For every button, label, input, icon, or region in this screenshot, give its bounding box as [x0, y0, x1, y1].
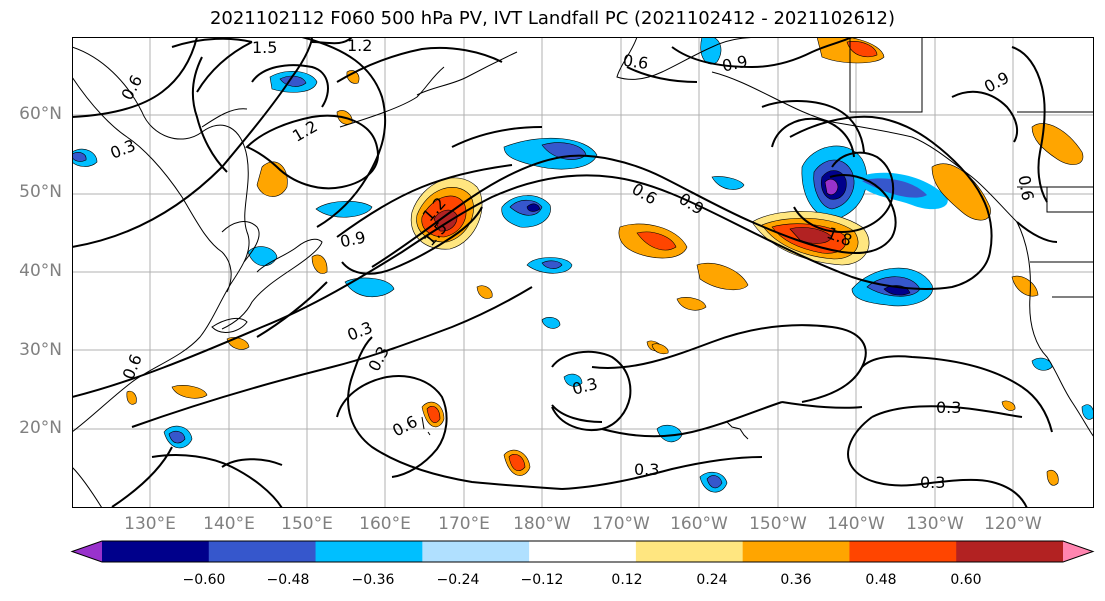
colorbar-segment — [956, 541, 1064, 562]
figure-title: 2021102112 F060 500 hPa PV, IVT Landfall… — [209, 8, 896, 29]
lon-label-150w: 150°W — [749, 514, 807, 534]
lon-label-170w: 170°W — [592, 514, 650, 534]
contour-label: 0.3 — [920, 473, 945, 492]
map-panel: 1.5 1.2 0.6 0.9 0.9 0.6 0.3 1.2 0.6 0.9 … — [72, 37, 1094, 508]
colorbar-segment — [315, 541, 423, 562]
contour-label: 0.6 — [622, 51, 650, 73]
colorbar-tick: −0.12 — [520, 572, 564, 588]
lon-label-140e: 140°E — [203, 514, 255, 534]
colorbar-extend-low — [72, 541, 102, 562]
colorbar-segment — [742, 541, 850, 562]
lon-label-180w: 180°W — [513, 514, 571, 534]
colorbar-tick: 0.12 — [611, 572, 643, 588]
coastlines — [72, 37, 1094, 508]
colorbar-segment — [635, 541, 744, 562]
colorbar-tick: 0.60 — [950, 572, 982, 588]
contour-label: 1.5 — [252, 38, 277, 57]
colorbar-tick: 0.24 — [696, 572, 728, 588]
colorbar-tick: −0.60 — [182, 572, 226, 588]
contour-label: 1.2 — [347, 37, 372, 55]
pv-contours — [72, 37, 1058, 508]
contour-label: 0.3 — [634, 460, 659, 479]
colorbar-tick: −0.24 — [436, 572, 480, 588]
lon-label-170e: 170°E — [438, 514, 490, 534]
colorbar — [70, 540, 1095, 563]
colorbar-segment — [208, 541, 317, 562]
lat-label-60n: 60°N — [19, 104, 62, 124]
colorbar-segment — [422, 541, 530, 562]
lon-label-120w: 120°W — [984, 514, 1042, 534]
contour-labels: 1.5 1.2 0.6 0.9 0.9 0.6 0.3 1.2 0.6 0.9 … — [108, 37, 1038, 492]
colorbar-tick: 0.36 — [780, 572, 812, 588]
lon-label-130e: 130°E — [124, 514, 176, 534]
contour-label: 0.9 — [338, 227, 367, 251]
contour-label: 0.9 — [720, 52, 749, 76]
colorbar-segment — [529, 541, 637, 562]
lon-label-140w: 140°W — [827, 514, 885, 534]
lat-label-30n: 30°N — [19, 340, 62, 360]
contour-label: 0.6 — [1014, 174, 1037, 202]
colorbar-tick: −0.36 — [351, 572, 395, 588]
contour-label: 0.3 — [936, 398, 961, 417]
colorbar-segment — [102, 541, 210, 562]
colorbar-tick: −0.48 — [266, 572, 310, 588]
lon-label-160e: 160°E — [359, 514, 411, 534]
colorbar-tick: 0.48 — [865, 572, 897, 588]
lat-label-50n: 50°N — [19, 182, 62, 202]
graticule — [72, 37, 1094, 508]
colorbar-segment — [849, 541, 957, 562]
lat-label-20n: 20°N — [19, 418, 62, 438]
colorbar-extend-high — [1063, 541, 1093, 562]
lon-label-150e: 150°E — [281, 514, 333, 534]
lon-label-160w: 160°W — [670, 514, 728, 534]
lat-label-40n: 40°N — [19, 261, 62, 281]
lon-label-130w: 130°W — [906, 514, 964, 534]
